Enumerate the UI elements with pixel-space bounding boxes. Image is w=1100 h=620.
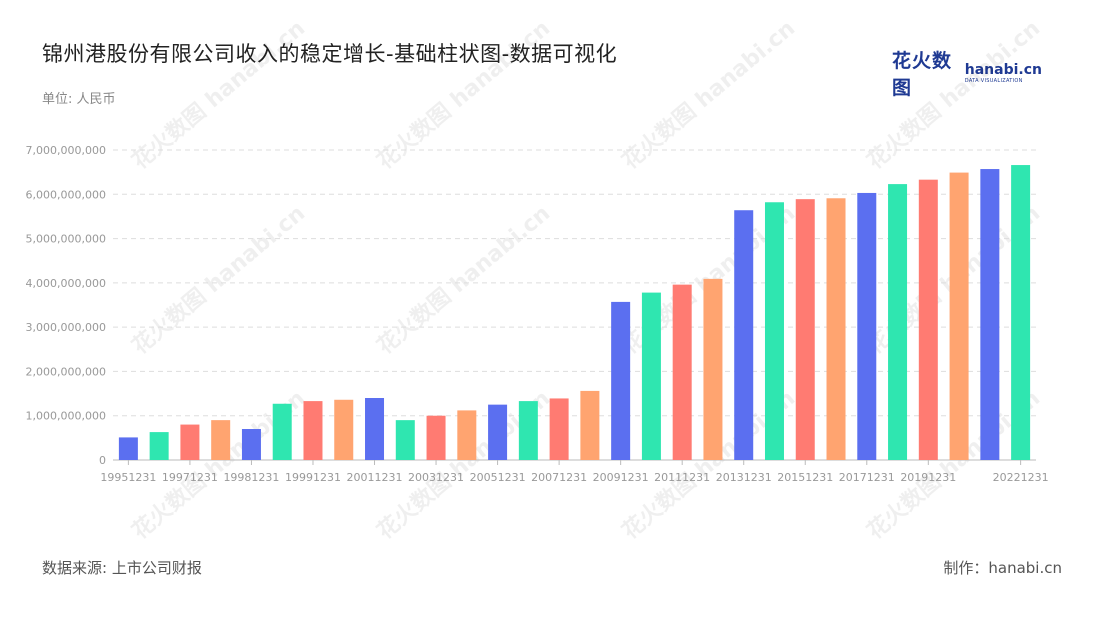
- x-tick-label-6: 20051231: [470, 471, 526, 484]
- bar-8: [365, 398, 385, 460]
- bar-9: [395, 420, 415, 460]
- bar-26: [918, 179, 938, 460]
- y-tick-label-0: 0: [99, 454, 106, 467]
- bar-21: [764, 202, 784, 460]
- bar-23: [826, 198, 846, 460]
- bar-3: [211, 420, 231, 460]
- bar-2: [180, 424, 200, 460]
- logo-en-text: hanabi.cn: [964, 61, 1042, 78]
- bar-0: [118, 437, 138, 460]
- y-tick-label-2: 2,000,000,000: [26, 365, 106, 378]
- watermark-2: 花火数图 hanabi.cn: [617, 15, 800, 174]
- unit-label: 单位: 人民币: [42, 92, 116, 107]
- watermark-1: 花火数图 hanabi.cn: [372, 15, 555, 174]
- x-tick-label-0: 19951231: [100, 471, 156, 484]
- bar-22: [795, 199, 815, 460]
- x-tick-label-12: 20171231: [839, 471, 895, 484]
- y-tick-label-3: 3,000,000,000: [26, 321, 106, 334]
- x-tick-label-9: 20111231: [654, 471, 710, 484]
- bar-20: [734, 210, 754, 460]
- y-tick-label-1: 1,000,000,000: [26, 410, 106, 423]
- bar-12: [488, 404, 508, 460]
- watermark-3: 花火数图 hanabi.cn: [862, 15, 1045, 174]
- watermark-0: 花火数图 hanabi.cn: [127, 15, 310, 174]
- bar-11: [457, 410, 477, 460]
- credit: 制作：hanabi.cn: [943, 559, 1062, 577]
- y-tick-label-5: 5,000,000,000: [26, 233, 106, 246]
- x-tick-label-7: 20071231: [531, 471, 587, 484]
- bar-16: [611, 301, 631, 460]
- chart-title: 锦州港股份有限公司收入的稳定增长-基础柱状图-数据可视化: [42, 42, 618, 66]
- bar-14: [549, 398, 569, 460]
- bar-7: [334, 399, 354, 460]
- x-tick-label-5: 20031231: [408, 471, 464, 484]
- brand-logo: 花火数图 hanabi.cn DATA VISUALIZATION: [892, 50, 1042, 99]
- bar-25: [888, 184, 908, 460]
- bar-17: [641, 292, 661, 460]
- bar-19: [703, 278, 723, 460]
- bar-5: [272, 403, 292, 460]
- bar-10: [426, 415, 446, 460]
- logo-cn-text: 花火数图: [892, 50, 953, 99]
- bar-6: [303, 401, 323, 460]
- y-tick-label-4: 4,000,000,000: [26, 277, 106, 290]
- bar-13: [518, 401, 538, 460]
- data-source: 数据来源: 上市公司财报: [42, 559, 202, 577]
- bar-24: [857, 192, 877, 460]
- bar-18: [672, 284, 692, 460]
- x-tick-label-4: 20011231: [347, 471, 403, 484]
- logo-sub-text: DATA VISUALIZATION: [964, 77, 1023, 84]
- watermark-5: 花火数图 hanabi.cn: [372, 200, 555, 359]
- x-tick-label-13: 20191231: [900, 471, 956, 484]
- bar-27: [949, 172, 969, 461]
- bar-1: [149, 432, 169, 460]
- x-tick-label-11: 20151231: [777, 471, 833, 484]
- x-tick-label-10: 20131231: [716, 471, 772, 484]
- y-tick-label-6: 6,000,000,000: [26, 188, 106, 201]
- x-tick-label-1: 19971231: [162, 471, 218, 484]
- x-tick-label-2: 19981231: [223, 471, 279, 484]
- x-tick-label-3: 19991231: [285, 471, 341, 484]
- x-tick-label-14: 20221231: [993, 471, 1049, 484]
- bar-4: [241, 429, 261, 460]
- bar-28: [980, 169, 1000, 461]
- watermark-4: 花火数图 hanabi.cn: [127, 200, 310, 359]
- bar-15: [580, 390, 600, 460]
- y-tick-label-7: 7,000,000,000: [26, 144, 106, 157]
- bar-29: [1011, 165, 1031, 461]
- x-tick-label-8: 20091231: [593, 471, 649, 484]
